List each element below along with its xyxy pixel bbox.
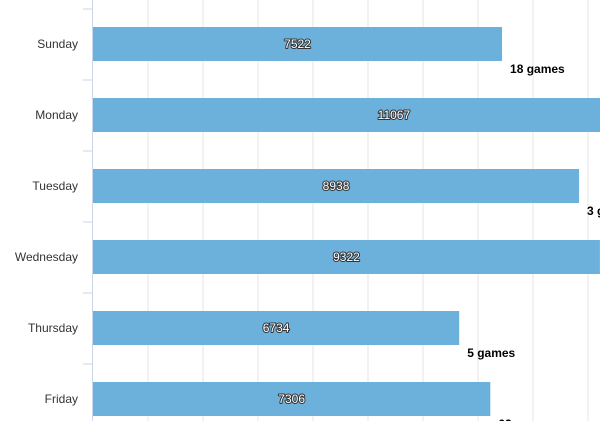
bar-sunday [93, 27, 503, 61]
games-annotation: 5 games [467, 346, 515, 360]
category-label: Thursday [28, 321, 78, 335]
bar-thursday [93, 311, 460, 345]
value-label: 7306 [278, 392, 305, 406]
bars [93, 27, 600, 416]
bar-wednesday [93, 240, 600, 274]
games-annotation: 62 games [498, 417, 553, 421]
category-label: Friday [45, 392, 78, 406]
value-label: 8938 [323, 179, 350, 193]
value-label: 9322 [333, 250, 360, 264]
games-annotation: 18 games [510, 62, 565, 76]
category-label: Wednesday [15, 250, 78, 264]
bar-tuesday [93, 169, 580, 203]
bar-monday [93, 98, 600, 132]
category-label: Monday [35, 108, 78, 122]
y-axis-ticks [83, 8, 93, 365]
category-label: Tuesday [32, 179, 78, 193]
value-label: 11067 [378, 108, 411, 122]
labels: Sunday 7522 18 games Monday 11067 Tuesday 8938… [15, 36, 600, 421]
category-label: Sunday [37, 37, 78, 51]
games-annotation: 3 g [587, 204, 600, 218]
bar-friday [93, 382, 491, 416]
value-label: 7522 [284, 37, 311, 51]
grid-lines [147, 0, 589, 421]
value-label: 6734 [263, 321, 290, 335]
